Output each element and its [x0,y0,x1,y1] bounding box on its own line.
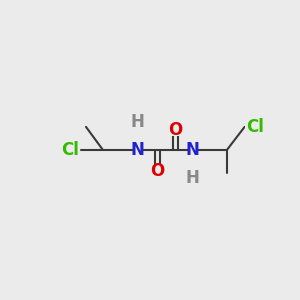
Text: O: O [168,121,182,139]
FancyBboxPatch shape [134,144,142,156]
FancyBboxPatch shape [154,165,161,176]
Text: N: N [130,141,145,159]
FancyBboxPatch shape [188,172,196,183]
Text: H: H [130,113,145,131]
FancyBboxPatch shape [171,124,179,136]
Text: N: N [185,141,199,159]
FancyBboxPatch shape [245,121,260,133]
Text: Cl: Cl [246,118,264,136]
Text: O: O [151,162,165,180]
Text: Cl: Cl [61,141,79,159]
FancyBboxPatch shape [66,144,80,156]
FancyBboxPatch shape [134,117,142,128]
FancyBboxPatch shape [188,144,196,156]
Text: H: H [185,169,199,187]
